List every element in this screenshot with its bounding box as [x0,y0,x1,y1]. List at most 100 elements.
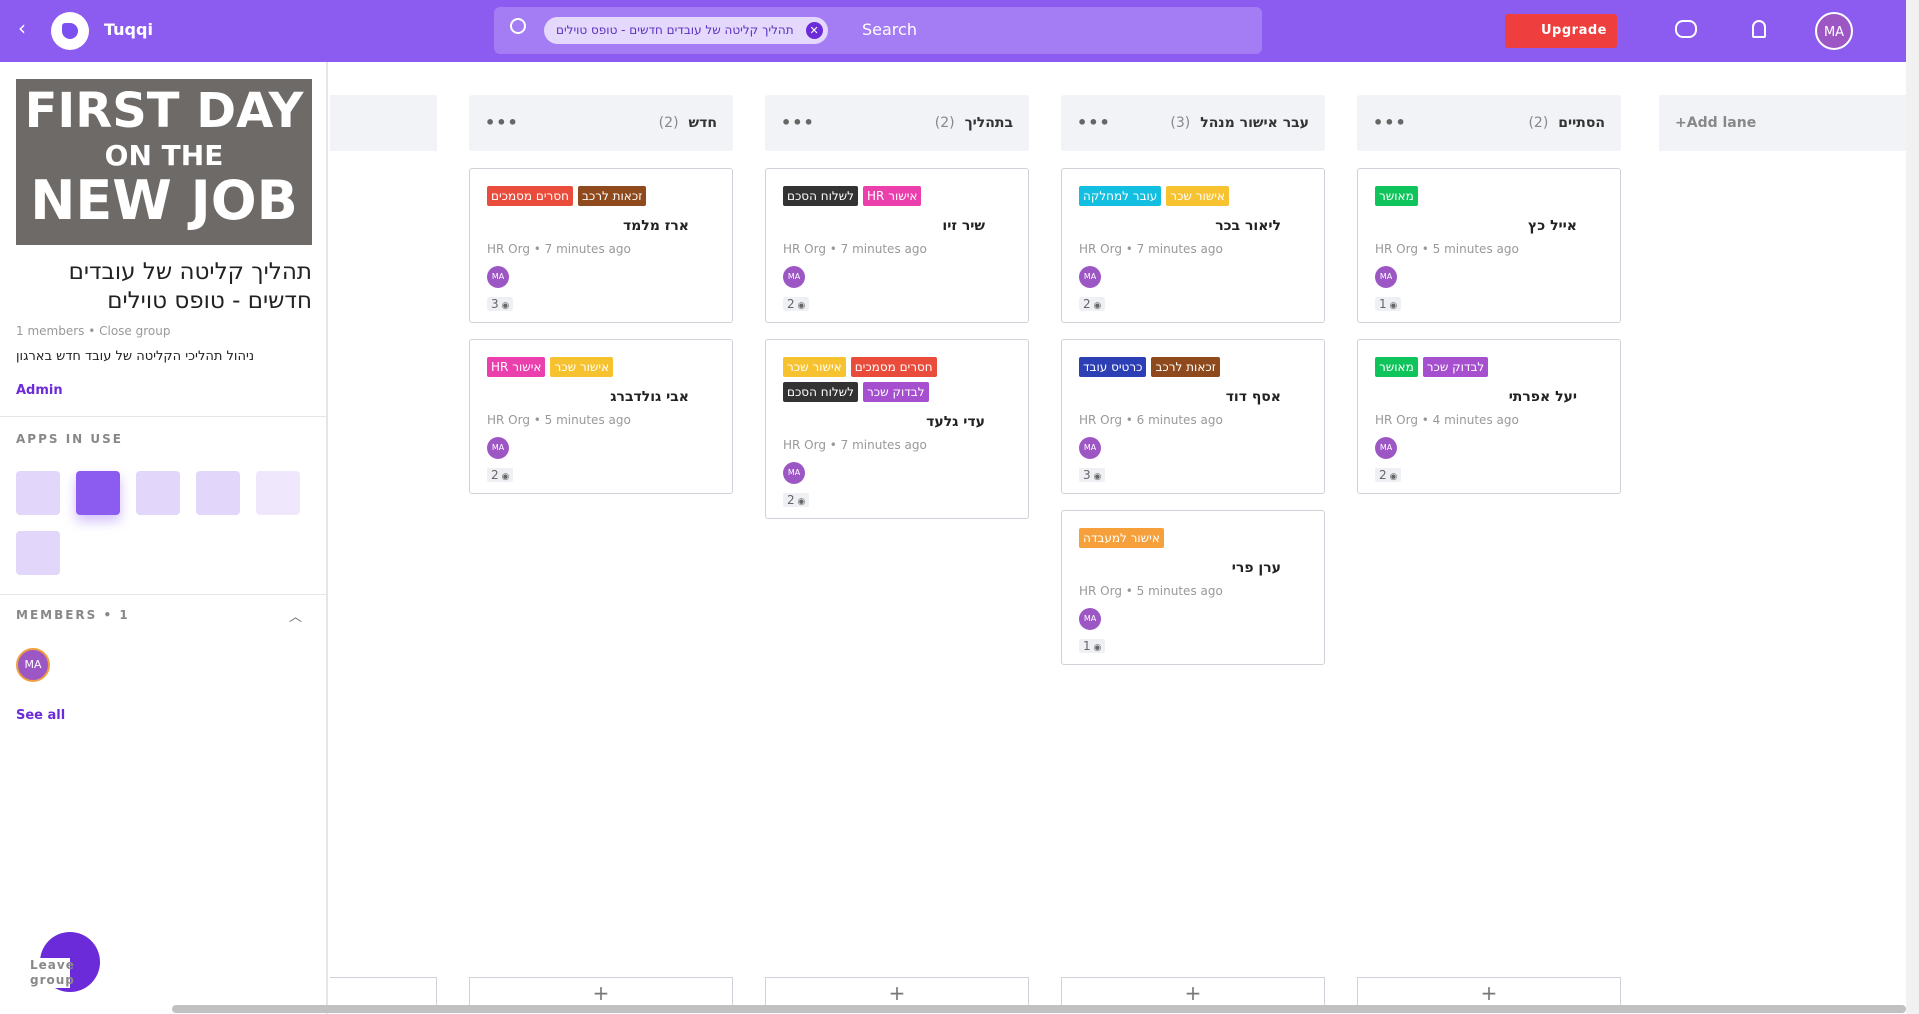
chip-text: תהליך קליטה של עובדים חדשים - טופס טוילי… [556,23,794,37]
app-icon[interactable] [256,471,300,515]
search-box[interactable]: תהליך קליטה של עובדים חדשים - טופס טוילי… [494,7,1262,54]
eye-icon: ◉ [1090,472,1102,482]
card-avatar: MA [1079,608,1101,630]
tag-list: עובר למחלקה אישור שכר [1079,186,1239,206]
card[interactable]: מאושר אייל כץ HR Org • 5 minutes ago MA 1 ◉ [1357,168,1621,323]
app-icon[interactable] [16,531,60,575]
member-avatar[interactable]: MA [16,648,50,682]
tag: אישור HR [863,186,922,206]
view-count: 2 ◉ [1375,468,1402,482]
banner-line: ON THE [104,139,224,172]
tag: חסרים מסמכים [487,186,573,206]
card[interactable]: כרטיס עובד זכאות לרכב אסף דוד HR Org • 6 mi… [1061,339,1325,494]
eye-icon: ◉ [1090,301,1102,311]
card-meta: HR Org • 4 minutes ago [1375,413,1519,427]
eye-icon: ◉ [794,497,806,507]
card[interactable]: עובר למחלקה אישור שכר ליאור בכר HR Org • 7 … [1061,168,1325,323]
view-number: 3 [491,297,499,311]
add-lane[interactable]: +Add lane [1659,95,1919,151]
search-placeholder: Search [862,20,917,39]
card-avatar: MA [1375,437,1397,459]
search-chip[interactable]: תהליך קליטה של עובדים חדשים - טופס טוילי… [544,17,828,44]
card-meta: HR Org • 5 minutes ago [1079,584,1223,598]
lane-menu[interactable]: ••• [1373,113,1407,132]
partial-lane-add [330,977,437,1007]
lane-name: עבר אישור מנהל [1200,115,1309,131]
card-avatar: MA [1375,266,1397,288]
view-count: 3 ◉ [1079,468,1106,482]
lane-header: הסתיים (2) ••• [1357,95,1621,151]
card[interactable]: אישור למעבדה ערן פרי HR Org • 5 minutes ag… [1061,510,1325,665]
view-number: 2 [787,493,795,507]
banner-image: FIRST DAY ON THE NEW JOB [16,79,312,245]
app-icon[interactable] [136,471,180,515]
tag: מאושר [1375,357,1418,377]
card[interactable]: חסרים מסמכים זכאות לרכב ארז מלמד HR Org • 7… [469,168,733,323]
leave-group[interactable]: Leave group [30,958,75,988]
logo [51,12,89,50]
chat-icon[interactable] [1675,20,1697,38]
eye-icon: ◉ [498,301,510,311]
card-title: אסף דוד [1225,389,1281,405]
add-card[interactable]: + [1061,977,1325,1007]
view-number: 1 [1083,639,1091,653]
tag-list: אישור למעבדה [1079,528,1239,548]
eye-icon: ◉ [794,301,806,311]
group-meta: 1 members • Close group [16,324,171,338]
add-card[interactable]: + [469,977,733,1007]
bell-icon[interactable] [1752,20,1766,38]
lane-menu[interactable]: ••• [1077,113,1111,132]
tag: זכאות לרכב [577,186,647,206]
group-title: תהליך קליטה של עובדים חדשים - טופס טוילי… [68,259,312,314]
collapse-icon[interactable]: ︿ [289,610,303,625]
view-number: 1 [1379,297,1387,311]
eye-icon: ◉ [498,472,510,482]
lane: עבר אישור מנהל (3) ••• עובר למחלקה אישור שכר… [1061,95,1325,665]
user-avatar[interactable]: MA [1815,12,1853,50]
back-button[interactable]: ‹ [18,16,26,40]
view-count: 1 ◉ [1375,297,1402,311]
app-icon[interactable] [196,471,240,515]
add-card[interactable]: + [765,977,1029,1007]
lane-menu[interactable]: ••• [485,113,519,132]
card-avatar: MA [1079,266,1101,288]
card-title: יעל אפרתי [1508,389,1577,405]
members-heading: MEMBERS • 1 [16,608,130,622]
card-title: ליאור בכר [1215,218,1281,234]
lane-name: בתהליך [964,115,1013,131]
lane-menu[interactable]: ••• [781,113,815,132]
card[interactable]: מאושר לבדוק שכר יעל אפרתי HR Org • 4 minute… [1357,339,1621,494]
tag: אישור שכר [550,357,614,377]
card[interactable]: אישור שכר חסרים מסמכים לשלוח הסכם לבדוק שכר… [765,339,1029,519]
tag: עובר למחלקה [1079,186,1162,206]
add-card[interactable]: + [1357,977,1621,1007]
chip-close[interactable]: ✕ [805,22,823,39]
app-icon[interactable] [76,471,120,515]
card-title: ערן פרי [1231,560,1281,576]
search-icon [510,18,526,34]
card-meta: HR Org • 7 minutes ago [783,242,927,256]
app-icon[interactable] [16,471,60,515]
card[interactable]: אישור HR אישור שכר אבי גולדברג HR Org • 5 m… [469,339,733,494]
card-meta: HR Org • 5 minutes ago [1375,242,1519,256]
see-all[interactable]: See all [16,708,66,723]
upgrade-button[interactable]: Upgrade [1505,14,1617,48]
tag-list: חסרים מסמכים זכאות לרכב [487,186,647,206]
divider [0,594,326,595]
card-avatar: MA [783,266,805,288]
lane: בתהליך(2) ••• לשלוח הסכם אישור HR שיר זיו HR … [765,95,1029,519]
card-meta: HR Org • 7 minutes ago [487,242,631,256]
lane-name: חדש [688,115,717,131]
lane-count: (3) [1170,115,1191,131]
card[interactable]: לשלוח הסכם אישור HR שיר זיו HR Org • 7 minu… [765,168,1029,323]
view-count: 2 ◉ [487,468,514,482]
lane-header: עבר אישור מנהל (3) ••• [1061,95,1325,151]
tag: אישור HR [487,357,546,377]
view-count: 2 ◉ [1079,297,1106,311]
tag: זכאות לרכב [1151,357,1220,377]
tag-list: אישור שכר חסרים מסמכים לשלוח הסכם לבדוק שכר [783,357,943,402]
scrollbar-horizontal [172,1005,1906,1013]
lane-count: (2) [658,115,679,131]
eye-icon: ◉ [1090,643,1102,653]
